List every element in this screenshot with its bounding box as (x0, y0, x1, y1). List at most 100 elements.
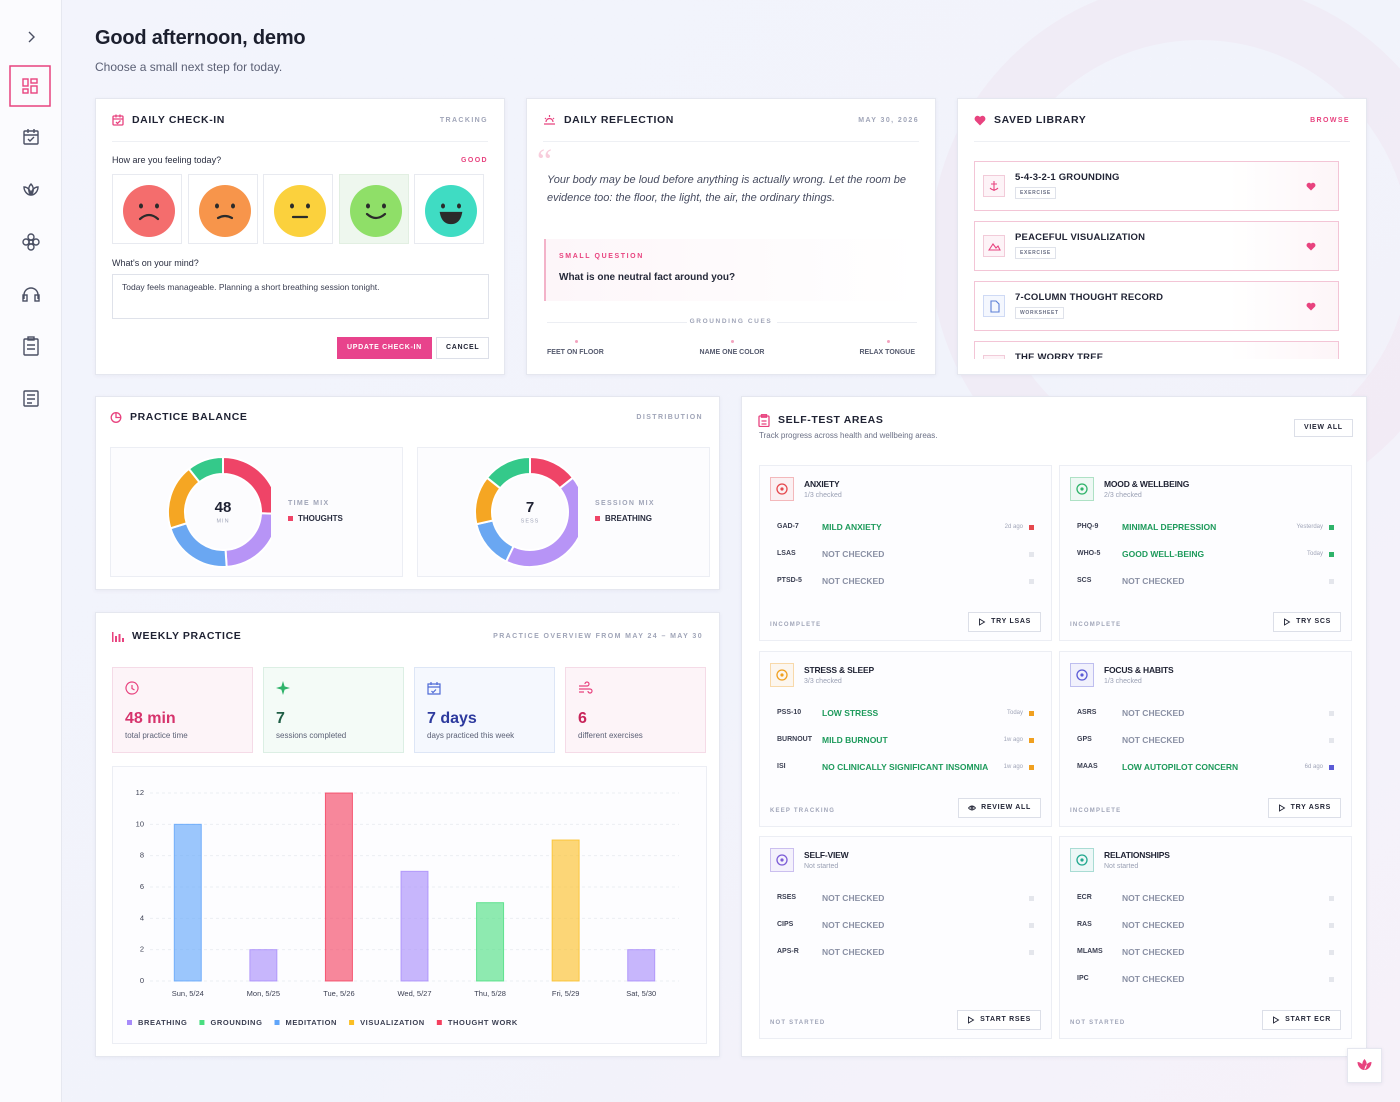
stat-value: 48 min (125, 710, 176, 727)
area-button[interactable]: TRY ASRS (1267, 798, 1341, 818)
area-icon (1070, 848, 1094, 872)
donut-unit: MIN (216, 518, 229, 524)
legend-swatch (349, 1020, 355, 1025)
item-icon (983, 175, 1005, 197)
card-subtitle: Track progress across health and wellbei… (759, 431, 938, 440)
journal-icon[interactable] (23, 390, 39, 407)
area-status: INCOMPLETE (770, 622, 822, 628)
dashboard-icon[interactable] (22, 78, 38, 94)
status-square (1029, 552, 1034, 557)
library-item[interactable]: PEACEFUL VISUALIZATION EXERCISE (974, 221, 1339, 271)
question-label: SMALL QUESTION (559, 253, 644, 260)
status-square (1329, 711, 1334, 716)
cue-dot (731, 340, 734, 343)
note-text: Today feels manageable. Planning a short… (122, 282, 380, 292)
mood-option[interactable] (187, 174, 258, 244)
area-glyph (1076, 669, 1088, 681)
button-label: TRY SCS (1296, 618, 1331, 625)
legend-swatch (127, 1020, 132, 1025)
y-tick-label: 10 (136, 819, 144, 828)
lotus-icon[interactable] (23, 183, 39, 196)
x-tick-label: Tue, 5/26 (323, 989, 354, 998)
test-when: 1w ago (1003, 764, 1023, 770)
test-result: NOT CHECKED (1122, 893, 1185, 903)
face (123, 185, 175, 237)
card-title: SELF-TEST AREAS (778, 414, 884, 426)
status-square (1029, 711, 1034, 716)
update-button[interactable]: UPDATE CHECK-IN (337, 337, 432, 359)
test-result: NOT CHECKED (822, 576, 885, 586)
stat-value: 7 (276, 710, 285, 727)
area-name: FOCUS & HABITS (1104, 665, 1174, 675)
button-label: REVIEW ALL (981, 804, 1031, 811)
test-when: Yesterday (1296, 524, 1323, 530)
bar (627, 949, 656, 982)
mood-option[interactable] (414, 174, 484, 244)
test-code: MLAMS (1077, 948, 1103, 955)
test-result: NOT CHECKED (1122, 708, 1185, 718)
donut-unit: SESS (521, 518, 540, 524)
bar (324, 792, 353, 982)
browse-link[interactable]: BROWSE (1310, 116, 1350, 124)
x-tick-label: Sat, 5/30 (626, 989, 656, 998)
bar (249, 949, 278, 982)
self-test-card: SELF-TEST AREAS Track progress across he… (741, 396, 1367, 1057)
donut-total: 48 (215, 499, 232, 516)
note-input[interactable]: Today feels manageable. Planning a short… (112, 274, 489, 319)
library-item[interactable]: 7-COLUMN THOUGHT RECORD WORKSHEET (974, 281, 1339, 331)
area-button[interactable]: REVIEW ALL (958, 798, 1041, 818)
test-code: PTSD-5 (777, 577, 802, 584)
face-icon (123, 185, 175, 237)
button-glyph (1278, 804, 1286, 812)
area-button[interactable]: TRY LSAS (968, 612, 1041, 632)
stat-glyph (427, 682, 441, 695)
mouth (138, 213, 160, 221)
nav-active[interactable] (9, 65, 51, 107)
button-glyph (1273, 1016, 1280, 1024)
headphones-icon[interactable] (22, 287, 40, 302)
area-button[interactable]: TRY SCS (1273, 612, 1341, 632)
mind-label: What's on your mind? (112, 258, 199, 268)
library-list: 5-4-3-2-1 GROUNDING EXERCISE PEACEFUL VISU… (958, 141, 1366, 359)
mood-option[interactable] (112, 174, 182, 244)
y-tick-label: 8 (140, 851, 144, 860)
test-result: NOT CHECKED (1122, 920, 1185, 930)
clipboard-icon[interactable] (23, 336, 39, 356)
bar (476, 902, 505, 982)
area-button[interactable]: START RSES (957, 1010, 1041, 1030)
donut-total: 7 (526, 499, 534, 516)
test-when: 1w ago (1003, 737, 1023, 743)
cancel-button[interactable]: CANCEL (436, 337, 490, 359)
card-icon (110, 412, 122, 423)
mood-option[interactable] (338, 174, 409, 244)
card-header: DAILY REFLECTION MAY 30, 2026 (543, 99, 919, 142)
mood-option[interactable] (263, 174, 333, 244)
legend-label: MEDITATION (286, 1018, 338, 1027)
expand-icon[interactable] (28, 31, 35, 43)
sidebar (0, 0, 62, 1102)
view-all-button[interactable]: VIEW ALL (1294, 419, 1353, 437)
nav-icons (9, 31, 51, 407)
button-icon (1284, 618, 1291, 626)
status-square (1329, 977, 1334, 982)
card-icon (112, 631, 124, 642)
area-progress: Not started (804, 863, 839, 870)
button-glyph (968, 1016, 975, 1024)
calendar-icon[interactable] (23, 129, 39, 145)
y-tick-label: 4 (140, 913, 144, 922)
library-item[interactable]: THE WORRY TREE (974, 341, 1339, 359)
test-result: GOOD WELL-BEING (1122, 549, 1205, 559)
y-tick-label: 0 (140, 976, 144, 985)
library-item[interactable]: 5-4-3-2-1 GROUNDING EXERCISE (974, 161, 1339, 211)
status-square (1029, 579, 1034, 584)
checkin-card: DAILY CHECK-IN TRACKING How are you feel… (95, 98, 505, 375)
area-button[interactable]: START ECR (1262, 1010, 1341, 1030)
face (274, 185, 326, 237)
flower-icon[interactable] (22, 233, 40, 251)
area-progress: 1/3 checked (804, 492, 842, 499)
status-square (1029, 950, 1034, 955)
floating-button[interactable] (1347, 1048, 1382, 1083)
stat-label: days practiced this week (427, 731, 515, 740)
card-header: WEEKLY PRACTICE PRACTICE OVERVIEW FROM M… (112, 613, 703, 659)
